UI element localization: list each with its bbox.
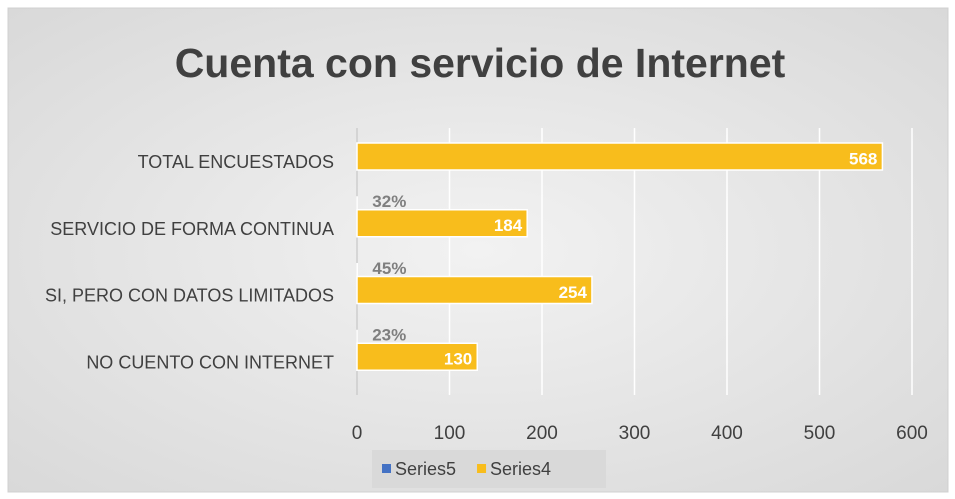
x-tick-label: 100 — [434, 423, 466, 444]
bar — [356, 342, 478, 371]
y-tick-label: TOTAL ENCUESTADOS — [138, 152, 334, 172]
bar — [356, 142, 884, 171]
data-label: 45% — [372, 259, 406, 278]
x-tick-label: 400 — [711, 423, 743, 444]
data-label: 23% — [372, 326, 406, 345]
data-label: 130 — [444, 350, 472, 369]
y-tick-label: SERVICIO DE FORMA CONTINUA — [50, 219, 334, 239]
x-tick-label: 600 — [896, 423, 928, 444]
data-label: 32% — [372, 192, 406, 211]
chart-area — [7, 7, 949, 493]
data-label: 568 — [849, 149, 877, 168]
x-tick-label: 200 — [526, 423, 558, 444]
data-label: 254 — [559, 283, 588, 302]
y-tick-label: SI, PERO CON DATOS LIMITADOS — [45, 286, 334, 306]
y-tick-label: NO CUENTO CON INTERNET — [86, 352, 334, 372]
x-tick-label: 500 — [804, 423, 836, 444]
bar — [356, 209, 528, 238]
x-tick-label: 0 — [352, 423, 363, 444]
legend-box — [372, 450, 606, 488]
chart-title: Cuenta con servicio de Internet — [175, 40, 786, 86]
legend-swatch — [382, 464, 391, 473]
legend-label: Series5 — [395, 459, 456, 479]
legend-label: Series4 — [490, 459, 551, 479]
bar — [356, 275, 593, 305]
legend-swatch — [477, 464, 487, 473]
x-tick-label: 300 — [619, 423, 651, 444]
data-label: 184 — [494, 216, 523, 235]
